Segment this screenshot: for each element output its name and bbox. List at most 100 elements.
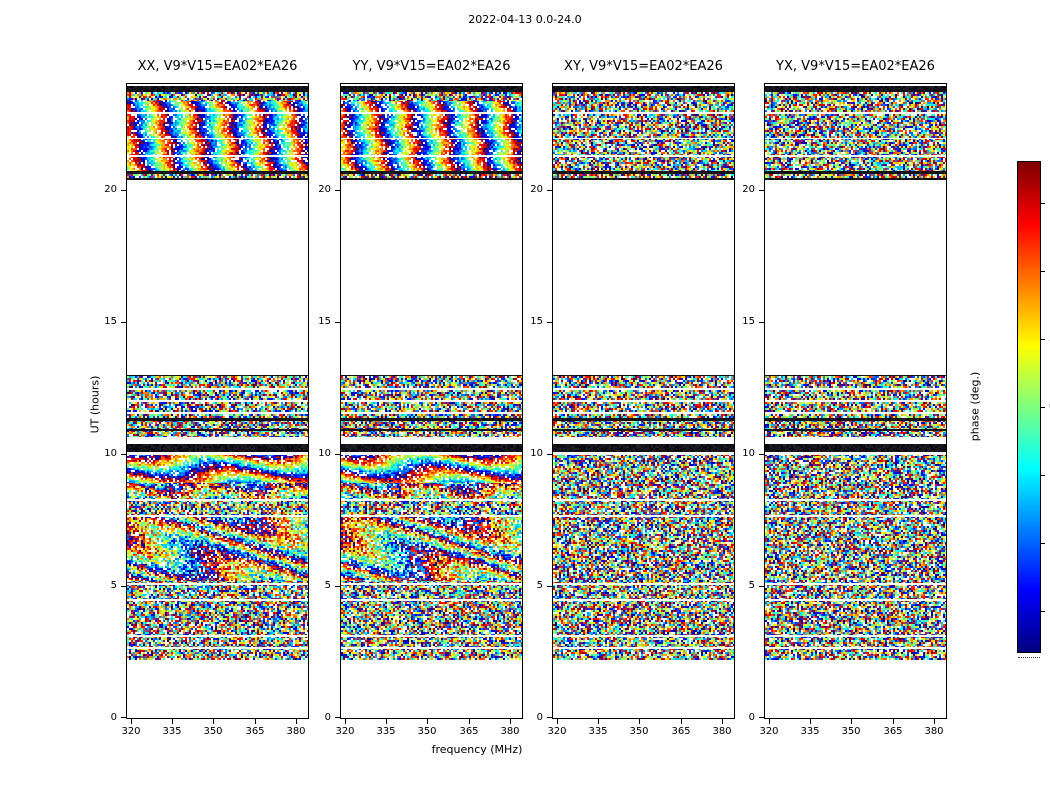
x-tick-label: 380 [500, 726, 520, 737]
colorbar-tick-mark [1041, 339, 1045, 340]
x-tick-label: 365 [883, 726, 903, 737]
heatmap-canvas-xx [127, 84, 308, 718]
x-tick-mark [131, 719, 132, 724]
x-tick-mark [810, 719, 811, 724]
y-tick-mark [759, 454, 764, 455]
x-tick-label: 335 [162, 726, 182, 737]
subplot-title-yx: YX, V9*V15=EA02*EA26 [776, 59, 935, 74]
colorbar-canvas [1018, 162, 1040, 652]
x-axis-label: frequency (MHz) [431, 743, 523, 756]
x-tick-mark [681, 719, 682, 724]
y-tick-label: 15 [318, 316, 331, 327]
subplot-yx: YX, V9*V15=EA02*EA26 0 5 10 15 20 320 335 350 36… [742, 59, 947, 737]
y-tick-label: 20 [318, 184, 331, 195]
y-tick-label: 0 [536, 712, 543, 723]
y-tick-mark [547, 454, 552, 455]
y-tick-mark [759, 586, 764, 587]
y-tick-label: 0 [748, 712, 755, 723]
y-tick-label: 10 [742, 448, 755, 459]
subplot-title-xx: XX, V9*V15=EA02*EA26 [137, 59, 298, 74]
y-tick-label: 0 [324, 712, 331, 723]
x-tick-mark [722, 719, 723, 724]
y-tick-label: 10 [530, 448, 543, 459]
y-tick-mark [759, 190, 764, 191]
y-tick-mark [335, 322, 340, 323]
colorbar-tick-mark [1041, 203, 1045, 204]
x-tick-mark [469, 719, 470, 724]
y-tick-label: 20 [104, 184, 117, 195]
x-tick-mark [934, 719, 935, 724]
subplot-title-xy: XY, V9*V15=EA02*EA26 [564, 59, 723, 74]
y-tick-mark [121, 322, 126, 323]
y-axis-label: UT (hours) [88, 375, 102, 434]
x-tick-label: 320 [547, 726, 567, 737]
colorbar: 150100500−50−100−150 [1017, 161, 1050, 653]
colorbar-label: phase (deg.) [968, 371, 982, 442]
y-tick-mark [121, 586, 126, 587]
subplot-xy: XY, V9*V15=EA02*EA26 0 5 10 15 20 320 335 350 36… [530, 59, 735, 737]
x-tick-mark [557, 719, 558, 724]
x-tick-label: 350 [203, 726, 223, 737]
x-tick-label: 365 [671, 726, 691, 737]
figure-title: 2022-04-13 0.0-24.0 [468, 13, 582, 26]
x-tick-label: 320 [759, 726, 779, 737]
x-tick-label: 380 [286, 726, 306, 737]
y-tick-label: 20 [742, 184, 755, 195]
x-tick-mark [172, 719, 173, 724]
y-tick-mark [759, 322, 764, 323]
y-tick-label: 0 [110, 712, 117, 723]
x-tick-mark [386, 719, 387, 724]
y-tick-label: 10 [318, 448, 331, 459]
y-tick-mark [335, 454, 340, 455]
x-tick-mark [769, 719, 770, 724]
x-tick-mark [893, 719, 894, 724]
x-tick-mark [296, 719, 297, 724]
y-tick-mark [547, 190, 552, 191]
x-tick-mark [510, 719, 511, 724]
x-tick-mark [598, 719, 599, 724]
colorbar-tick-mark [1041, 475, 1045, 476]
x-tick-label: 380 [924, 726, 944, 737]
y-tick-label: 10 [104, 448, 117, 459]
y-tick-label: 15 [104, 316, 117, 327]
x-tick-label: 335 [800, 726, 820, 737]
x-tick-label: 350 [417, 726, 437, 737]
heatmap-canvas-yy [341, 84, 522, 718]
colorbar-tick-mark [1041, 407, 1045, 408]
x-tick-mark [639, 719, 640, 724]
heatmap-canvas-yx [765, 84, 946, 718]
y-tick-label: 20 [530, 184, 543, 195]
subplot-title-yy: YY, V9*V15=EA02*EA26 [352, 59, 511, 74]
y-tick-label: 5 [748, 580, 755, 591]
y-tick-mark [547, 586, 552, 587]
x-tick-label: 320 [335, 726, 355, 737]
x-tick-mark [345, 719, 346, 724]
x-tick-label: 335 [588, 726, 608, 737]
colorbar-tick-mark [1041, 543, 1045, 544]
colorbar-tick-mark [1041, 271, 1045, 272]
heatmap-canvas-xy [553, 84, 734, 718]
x-tick-mark [427, 719, 428, 724]
colorbar-dashed-marker [1018, 657, 1040, 658]
y-tick-mark [547, 322, 552, 323]
y-tick-label: 5 [110, 580, 117, 591]
x-tick-label: 365 [459, 726, 479, 737]
x-tick-label: 365 [245, 726, 265, 737]
colorbar-tick-mark [1041, 611, 1045, 612]
x-tick-mark [851, 719, 852, 724]
y-tick-mark [121, 717, 126, 718]
y-tick-label: 5 [324, 580, 331, 591]
x-tick-label: 335 [376, 726, 396, 737]
y-tick-label: 5 [536, 580, 543, 591]
x-tick-label: 320 [121, 726, 141, 737]
y-tick-mark [547, 717, 552, 718]
x-tick-label: 380 [712, 726, 732, 737]
x-tick-mark [213, 719, 214, 724]
y-tick-mark [121, 190, 126, 191]
y-tick-mark [335, 190, 340, 191]
y-tick-mark [335, 717, 340, 718]
y-tick-label: 15 [530, 316, 543, 327]
subplot-xx: XX, V9*V15=EA02*EA26 0 5 10 15 20 320 335 350 36… [104, 59, 309, 737]
y-tick-label: 15 [742, 316, 755, 327]
